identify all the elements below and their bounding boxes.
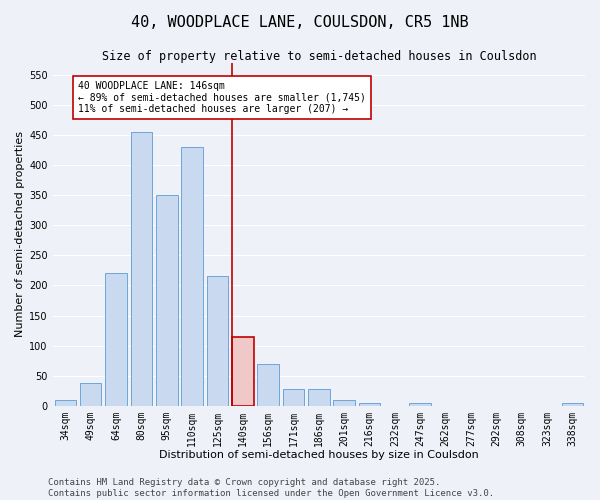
Bar bbox=[232, 336, 254, 406]
Bar bbox=[206, 276, 228, 406]
Bar bbox=[55, 400, 76, 406]
Bar bbox=[80, 383, 101, 406]
Bar bbox=[562, 404, 583, 406]
Text: 40 WOODPLACE LANE: 146sqm
← 89% of semi-detached houses are smaller (1,745)
11% : 40 WOODPLACE LANE: 146sqm ← 89% of semi-… bbox=[78, 81, 366, 114]
Bar bbox=[131, 132, 152, 406]
Title: Size of property relative to semi-detached houses in Coulsdon: Size of property relative to semi-detach… bbox=[101, 50, 536, 63]
Bar bbox=[334, 400, 355, 406]
X-axis label: Distribution of semi-detached houses by size in Coulsdon: Distribution of semi-detached houses by … bbox=[159, 450, 479, 460]
Bar bbox=[409, 402, 431, 406]
Text: 40, WOODPLACE LANE, COULSDON, CR5 1NB: 40, WOODPLACE LANE, COULSDON, CR5 1NB bbox=[131, 15, 469, 30]
Bar bbox=[257, 364, 279, 406]
Bar bbox=[105, 274, 127, 406]
Bar bbox=[156, 196, 178, 406]
Bar bbox=[181, 147, 203, 406]
Bar bbox=[359, 402, 380, 406]
Bar bbox=[308, 389, 329, 406]
Bar bbox=[283, 389, 304, 406]
Y-axis label: Number of semi-detached properties: Number of semi-detached properties bbox=[15, 132, 25, 338]
Text: Contains HM Land Registry data © Crown copyright and database right 2025.
Contai: Contains HM Land Registry data © Crown c… bbox=[48, 478, 494, 498]
